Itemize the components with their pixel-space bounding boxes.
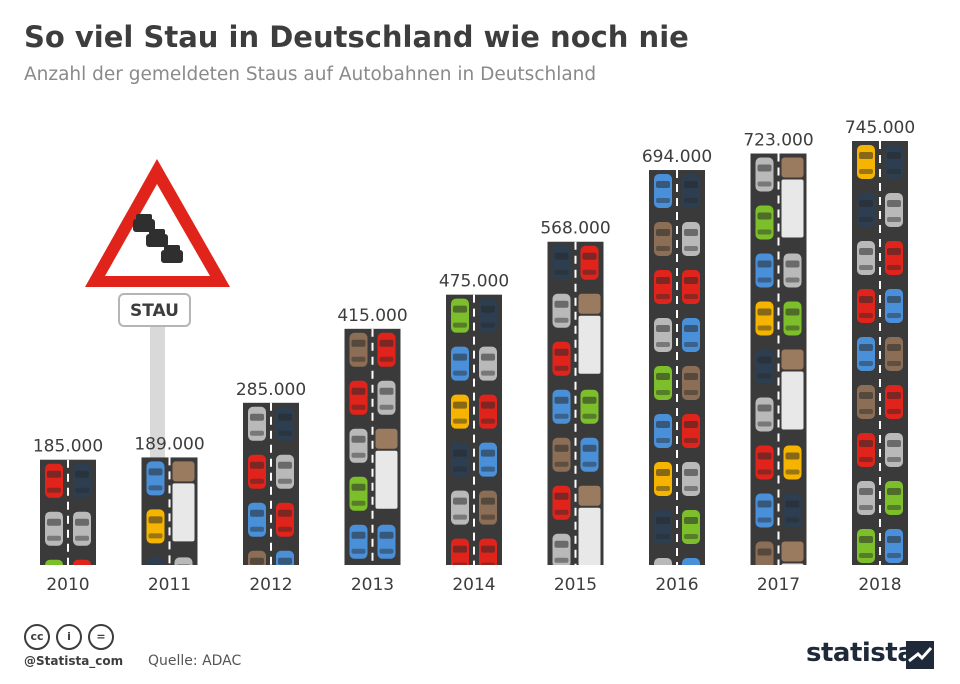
bar-2011 [141, 457, 198, 566]
bar-decoration [755, 153, 804, 565]
statista-logo-icon [906, 641, 934, 669]
traffic-jam-warning-icon [85, 159, 230, 287]
value-label: 475.000 [439, 272, 509, 292]
value-labels: 185.000 189.000 285.000 415.000 475.000 568.0… [33, 118, 915, 457]
value-label: 189.000 [134, 434, 204, 454]
category-label: 2017 [757, 575, 800, 595]
category-label: 2013 [351, 575, 394, 595]
sign-label: STAU [130, 301, 179, 321]
sign-plate [118, 293, 191, 327]
bar-2018 [852, 141, 908, 565]
sign-pole [150, 322, 165, 462]
category-label: 2018 [858, 575, 901, 595]
bar-2017 [750, 153, 807, 565]
category-label: 2016 [655, 575, 698, 595]
bar-2012 [243, 402, 299, 565]
category-label: 2010 [46, 575, 89, 595]
value-label: 185.000 [33, 437, 103, 457]
category-label: 2015 [554, 575, 597, 595]
by-icon: i [56, 624, 82, 650]
value-label: 723.000 [743, 131, 813, 151]
license-icons: cc i = [24, 624, 120, 650]
bar-decoration [552, 241, 601, 565]
bar-decoration [146, 457, 195, 566]
bar-decoration [45, 459, 91, 565]
bar-2013 [344, 328, 401, 565]
chart-title: So viel Stau in Deutschland wie noch nie [24, 20, 689, 54]
value-label: 415.000 [337, 306, 407, 326]
bar-2014 [446, 294, 502, 565]
category-labels: 2010 2011 2012 2013 2014 2015 2016 2017 2018 [46, 575, 901, 595]
category-label: 2011 [148, 575, 191, 595]
statista-handle[interactable]: @Statista_com [24, 654, 124, 668]
bar-decoration [451, 294, 497, 565]
bar-2016 [649, 170, 705, 565]
value-label: 694.000 [642, 147, 712, 167]
category-label: 2014 [452, 575, 495, 595]
statista-logo-text[interactable]: statista [806, 638, 915, 668]
cc-icon: cc [24, 624, 50, 650]
bar-2010 [40, 459, 96, 565]
category-label: 2012 [249, 575, 292, 595]
chart-subtitle: Anzahl der gemeldeten Staus auf Autobahn… [24, 64, 597, 85]
value-label: 745.000 [845, 118, 915, 138]
bar-2015 [547, 241, 604, 565]
source-label: Quelle: ADAC [148, 653, 242, 669]
bar-decoration [248, 402, 294, 565]
value-label: 568.000 [540, 219, 610, 239]
bar-decoration [857, 141, 903, 565]
nd-icon: = [88, 624, 114, 650]
value-label: 285.000 [236, 380, 306, 400]
stau-sign: STAU [85, 159, 230, 462]
bars [40, 141, 908, 566]
bar-decoration [349, 328, 398, 565]
bar-decoration [654, 170, 700, 565]
